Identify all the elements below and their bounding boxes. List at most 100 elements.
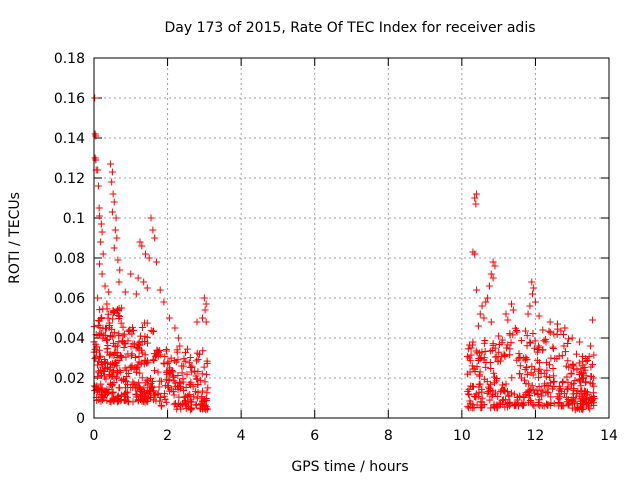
data-point	[107, 332, 115, 340]
data-point	[118, 304, 126, 312]
data-point	[202, 300, 210, 308]
data-point	[133, 381, 141, 389]
data-point	[509, 306, 517, 314]
data-point	[170, 391, 178, 399]
y-tick-label: 0	[76, 411, 85, 427]
data-point	[489, 274, 497, 282]
data-point	[198, 400, 206, 408]
data-point	[525, 387, 533, 395]
data-point	[128, 330, 136, 338]
data-point	[526, 302, 534, 310]
data-point	[553, 393, 561, 401]
data-point	[516, 362, 524, 370]
data-point	[154, 368, 162, 376]
data-point	[170, 356, 178, 364]
data-point	[113, 397, 121, 405]
data-point	[542, 389, 550, 397]
data-point	[109, 308, 117, 316]
data-point	[116, 384, 124, 392]
data-point	[522, 354, 530, 362]
data-point	[176, 342, 184, 350]
data-point	[550, 400, 558, 408]
data-point	[527, 339, 535, 347]
data-point	[98, 385, 106, 393]
data-point	[165, 358, 173, 366]
data-point	[145, 388, 153, 396]
data-point	[490, 369, 498, 377]
data-point	[197, 376, 205, 384]
data-point	[162, 376, 170, 384]
data-point	[132, 391, 140, 399]
y-axis-label: ROTI / TECUs	[7, 192, 23, 284]
data-point	[104, 310, 112, 318]
data-point	[531, 298, 539, 306]
data-point	[103, 300, 111, 308]
data-point	[569, 362, 577, 370]
data-point	[93, 361, 101, 369]
data-point	[520, 393, 528, 401]
data-point	[518, 337, 526, 345]
data-point	[589, 389, 597, 397]
data-point	[520, 400, 528, 408]
data-point	[129, 383, 137, 391]
data-point	[472, 200, 480, 208]
data-point	[118, 353, 126, 361]
data-point	[523, 332, 531, 340]
data-point	[501, 387, 509, 395]
data-point	[150, 356, 158, 364]
data-point	[147, 393, 155, 401]
y-tick-label: 0.18	[54, 51, 85, 67]
data-point	[576, 378, 584, 386]
data-point	[578, 403, 586, 411]
data-point	[476, 310, 484, 318]
data-point	[115, 330, 123, 338]
data-point	[91, 355, 99, 363]
data-point	[522, 327, 530, 335]
data-point	[196, 404, 204, 412]
data-point	[183, 370, 191, 378]
data-point	[128, 350, 136, 358]
y-tick-label: 0.16	[54, 91, 85, 107]
data-point	[203, 389, 211, 397]
data-point	[546, 318, 554, 326]
data-point	[522, 380, 530, 388]
data-point	[151, 234, 159, 242]
data-point	[561, 324, 569, 332]
data-point	[134, 363, 142, 371]
data-point	[578, 370, 586, 378]
data-point	[138, 323, 146, 331]
data-point	[538, 392, 546, 400]
data-point	[587, 342, 595, 350]
data-point	[585, 400, 593, 408]
data-point	[194, 381, 202, 389]
data-point	[108, 351, 116, 359]
data-point	[528, 278, 536, 286]
data-point	[482, 298, 490, 306]
data-point	[571, 377, 579, 385]
data-point	[182, 383, 190, 391]
data-point	[111, 226, 119, 234]
data-point	[171, 379, 179, 387]
data-point	[534, 367, 542, 375]
data-point	[192, 401, 200, 409]
data-point	[463, 352, 471, 360]
data-point	[108, 208, 116, 216]
data-point	[128, 362, 136, 370]
data-point	[475, 355, 483, 363]
data-point	[109, 394, 117, 402]
data-point	[134, 397, 142, 405]
data-point	[105, 388, 113, 396]
data-point	[567, 369, 575, 377]
data-point	[182, 400, 190, 408]
data-point	[577, 365, 585, 373]
y-tick-label: 0.1	[63, 211, 85, 227]
data-point	[198, 370, 206, 378]
data-point	[160, 360, 168, 368]
data-point	[494, 358, 502, 366]
data-point	[489, 258, 497, 266]
data-point	[143, 284, 151, 292]
data-point	[550, 330, 558, 338]
data-point	[534, 346, 542, 354]
data-point	[132, 290, 140, 298]
data-point	[110, 328, 118, 336]
